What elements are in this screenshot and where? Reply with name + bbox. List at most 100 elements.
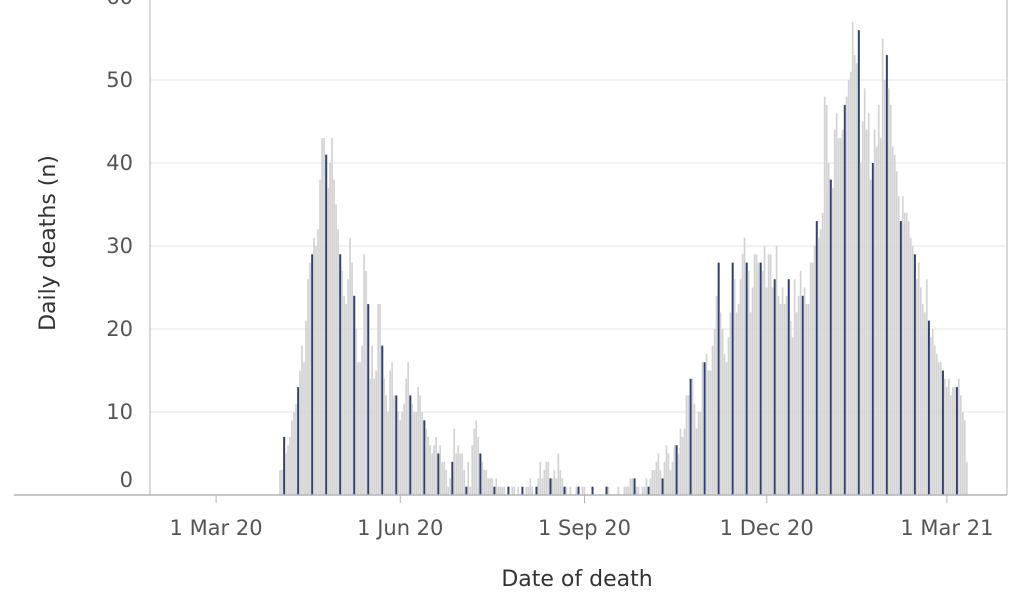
bar-day-386: [929, 337, 932, 495]
bar-day-384: [925, 279, 928, 495]
bar-day-290: [737, 304, 740, 495]
bar-day-396: [949, 395, 952, 495]
bar-day-134: [425, 428, 428, 495]
bar-day-133: [423, 420, 426, 495]
bar-day-126: [409, 395, 412, 495]
bar-day-296: [749, 312, 752, 495]
bar-day-373: [903, 212, 906, 496]
bar-day-332: [821, 212, 824, 496]
bar-day-135: [427, 436, 430, 495]
bar-day-117: [391, 362, 393, 495]
bar-day-387: [931, 329, 934, 495]
bar-day-142: [441, 461, 444, 495]
bar-day-141: [439, 445, 442, 495]
bar-day-288: [733, 279, 736, 495]
bar-day-61: [279, 470, 281, 495]
bar-day-273: [703, 362, 706, 495]
bar-day-306: [769, 254, 772, 495]
bar-day-340: [837, 138, 840, 495]
bar-day-230: [617, 486, 620, 495]
bar-day-343: [843, 104, 846, 496]
bar-day-74: [305, 320, 307, 495]
bar-day-366: [889, 104, 892, 496]
bar-day-89: [335, 204, 337, 495]
bar-day-280: [717, 262, 720, 495]
bar-day-151: [459, 453, 462, 495]
bar-day-79: [315, 246, 317, 495]
bar-day-275: [707, 370, 710, 495]
bar-day-107: [371, 345, 373, 495]
bar-day-283: [723, 353, 726, 495]
y-tick-label-10: 10: [106, 400, 133, 424]
bar-day-99: [355, 329, 357, 495]
bar-day-392: [941, 370, 944, 495]
bar-day-115: [387, 412, 389, 495]
y-tick-label-50: 50: [106, 68, 133, 92]
bar-day-185: [527, 486, 530, 495]
bar-day-327: [811, 262, 814, 495]
bar-day-156: [469, 486, 472, 495]
bar-day-162: [481, 461, 484, 495]
bar-day-378: [913, 254, 916, 495]
bar-day-334: [825, 104, 828, 496]
bar-day-391: [939, 362, 942, 495]
bar-day-363: [883, 80, 886, 495]
bar-day-307: [771, 287, 774, 495]
bar-day-364: [885, 55, 888, 495]
bar-day-201: [559, 470, 562, 495]
bar-day-139: [435, 436, 438, 495]
bar-day-354: [865, 129, 868, 496]
bar-day-186: [529, 478, 532, 495]
bar-day-71: [299, 370, 301, 495]
bar-day-64: [285, 453, 287, 495]
bar-day-247: [651, 470, 654, 495]
bar-day-81: [319, 179, 321, 495]
bar-day-281: [719, 312, 722, 495]
bar-day-329: [815, 221, 818, 495]
bar-day-266: [689, 378, 692, 495]
bar-day-106: [369, 378, 371, 495]
bar-day-166: [489, 478, 492, 495]
bar-day-82: [321, 138, 323, 495]
bar-day-152: [461, 453, 464, 495]
bar-day-337: [831, 187, 834, 495]
bar-day-259: [675, 445, 678, 495]
bar-day-114: [385, 395, 387, 495]
bar-day-311: [779, 304, 782, 495]
bar-day-258: [673, 445, 676, 495]
bar-day-320: [797, 295, 800, 495]
bar-day-209: [575, 486, 578, 495]
bar-day-278: [713, 329, 716, 495]
bar-day-255: [667, 453, 670, 495]
bar-day-194: [545, 461, 548, 495]
bar-day-365: [887, 88, 890, 496]
bar-day-128: [413, 412, 416, 495]
bar-day-301: [759, 262, 762, 495]
bar-day-381: [919, 287, 922, 495]
bar-day-92: [341, 270, 343, 495]
bar-day-310: [777, 295, 780, 495]
bar-day-357: [871, 163, 874, 495]
bar-day-159: [475, 420, 478, 495]
bar-day-67: [291, 420, 293, 495]
bar-day-70: [297, 387, 300, 495]
bar-day-315: [787, 279, 790, 495]
bar-day-242: [641, 486, 644, 495]
bar-day-178: [513, 486, 516, 495]
bar-day-197: [551, 478, 554, 495]
bar-day-274: [705, 353, 708, 495]
bar-day-96: [349, 237, 351, 495]
bar-day-80: [317, 229, 319, 495]
bar-day-97: [351, 262, 353, 495]
bar-day-182: [521, 486, 524, 495]
bar-day-356: [869, 179, 872, 495]
bar-day-123: [403, 403, 405, 495]
bar-day-338: [833, 129, 836, 496]
bar-day-401: [959, 395, 962, 495]
bar-day-217: [591, 486, 594, 495]
bar-day-304: [765, 287, 768, 495]
bar-day-73: [303, 362, 305, 495]
bar-day-294: [745, 262, 748, 495]
bar-day-382: [921, 304, 924, 495]
bar-day-344: [845, 96, 848, 495]
